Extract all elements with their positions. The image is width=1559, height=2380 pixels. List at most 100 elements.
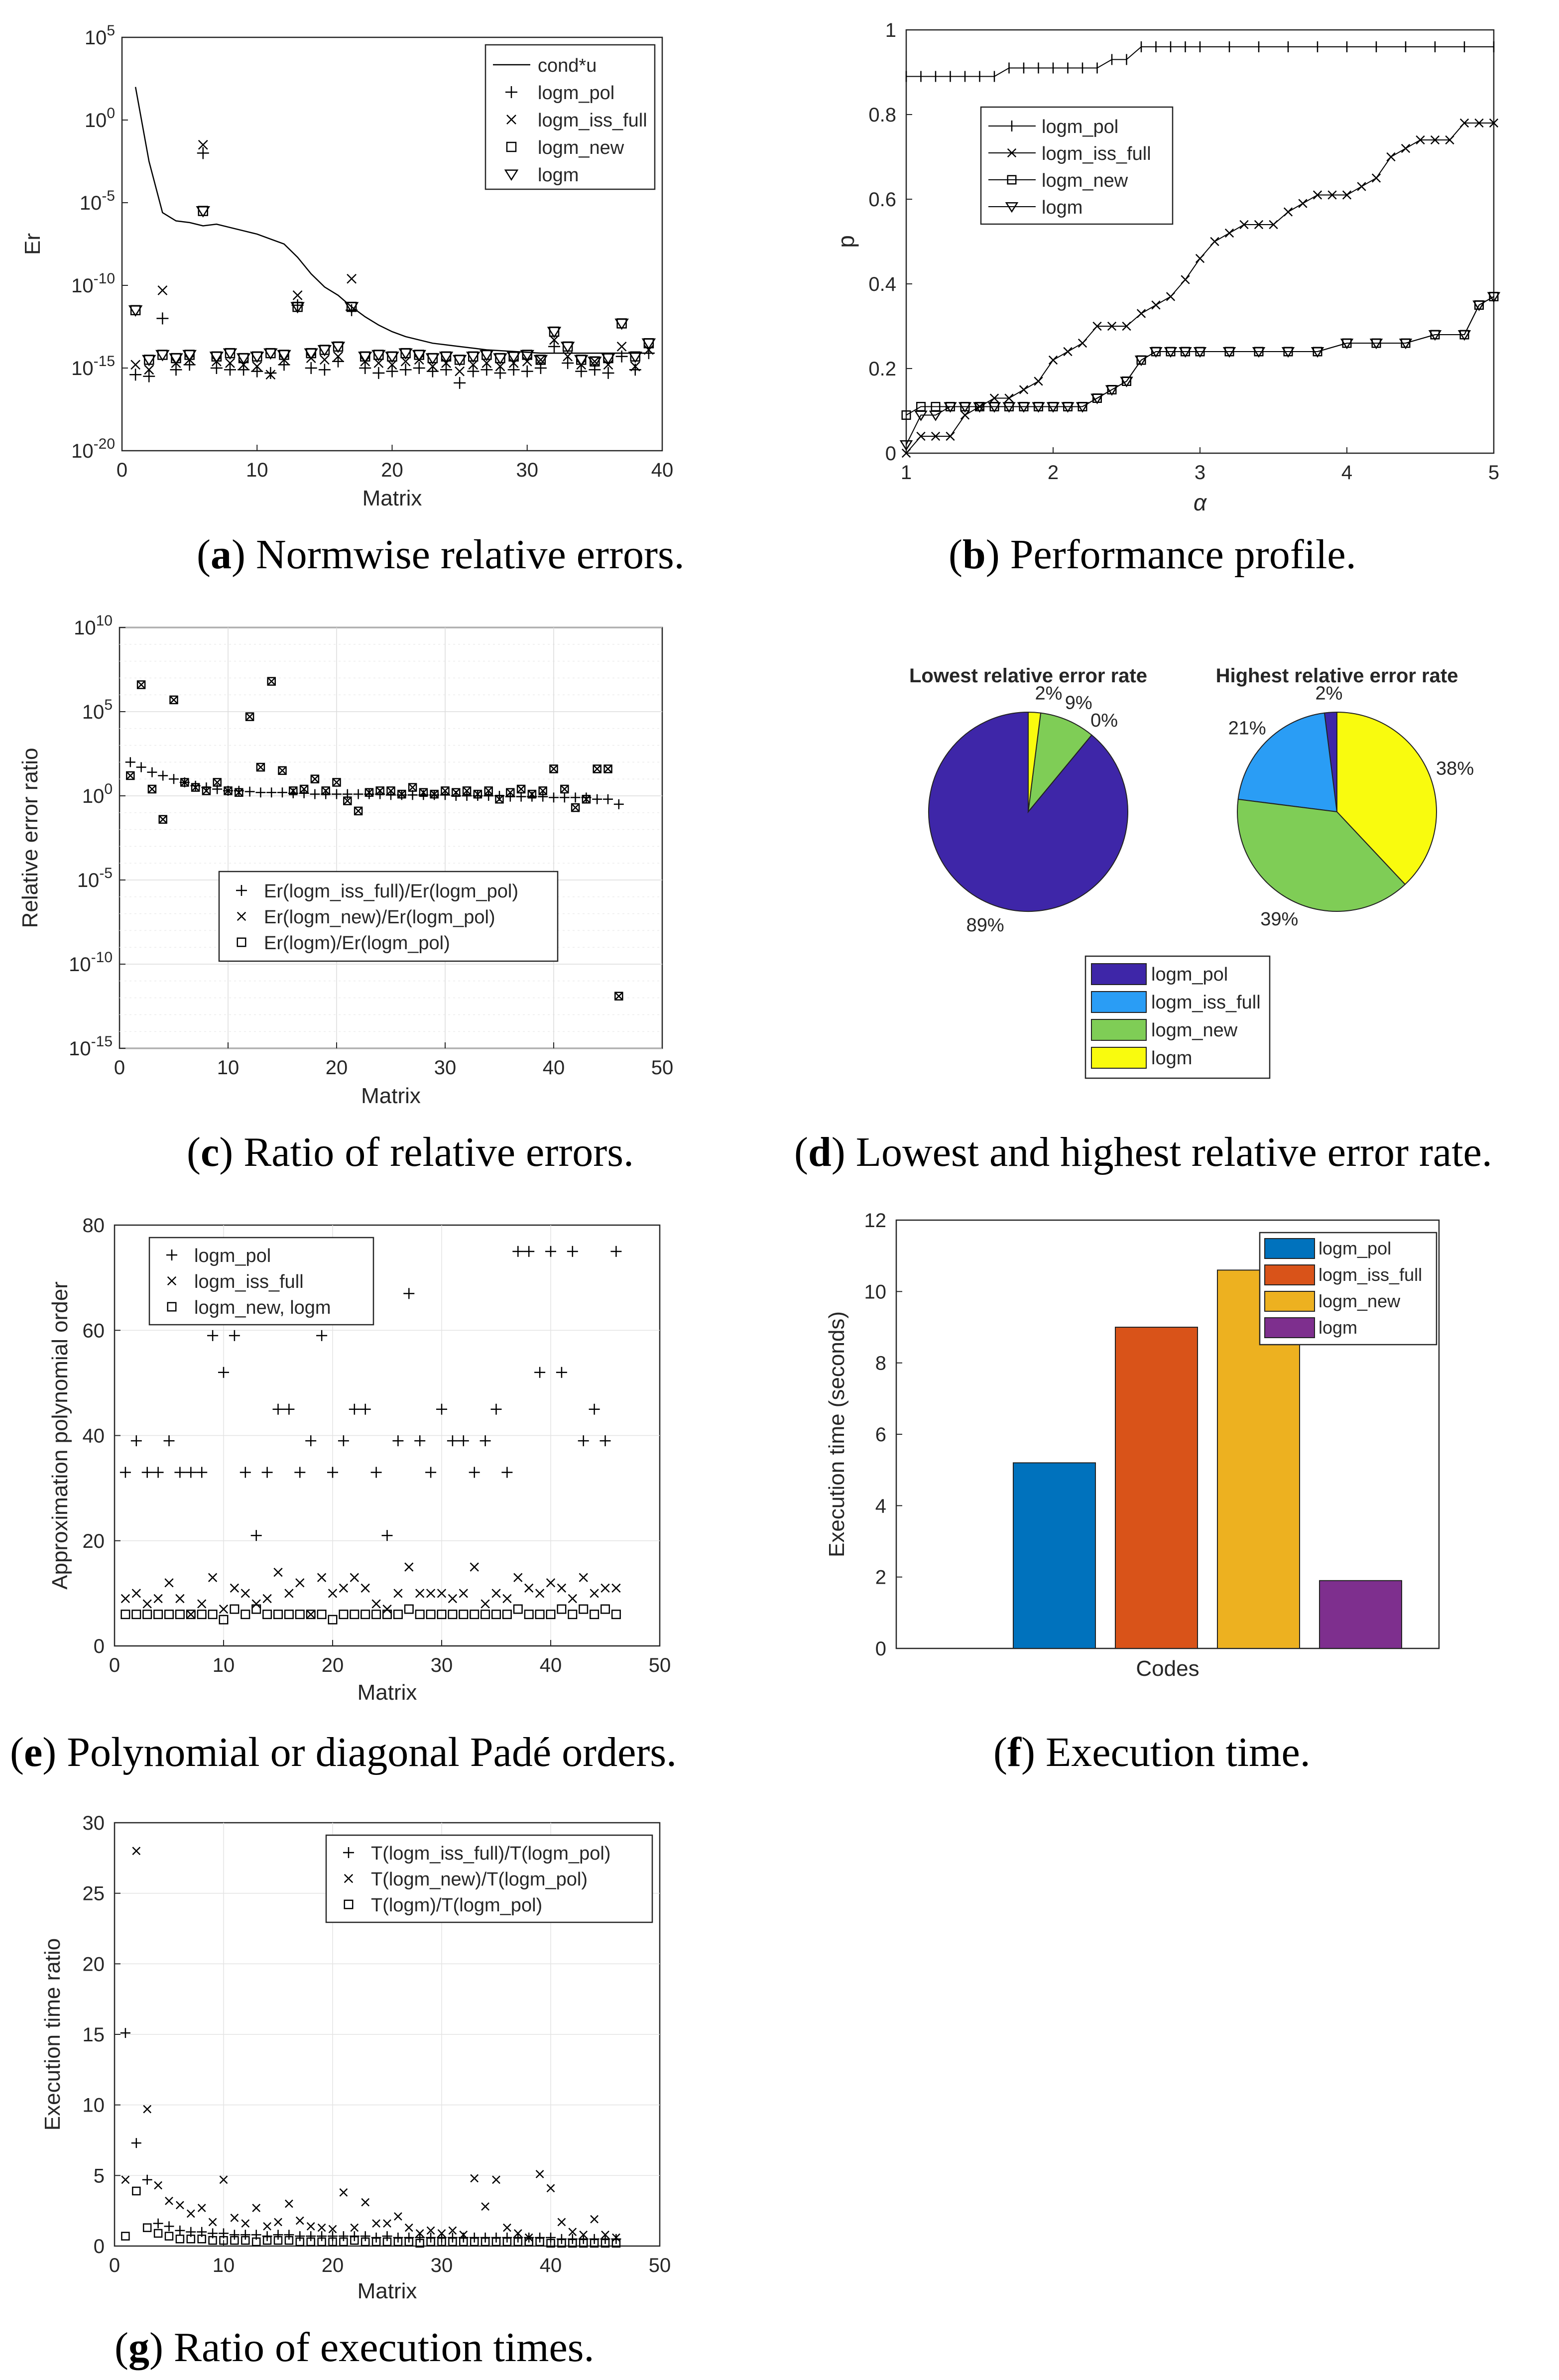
c-point: [397, 789, 406, 799]
b-series-logm: [899, 292, 1501, 451]
a-point: [236, 353, 251, 365]
g-point: [165, 2196, 173, 2205]
b-point: [989, 393, 999, 403]
g-point: [480, 2237, 490, 2247]
b-point: [1445, 135, 1454, 145]
a-point: [344, 302, 359, 314]
b-series-logm_iss_full: [901, 118, 1499, 458]
e-point: [317, 1573, 327, 1582]
e-point: [196, 1467, 208, 1478]
c-point: [332, 789, 342, 799]
a-point: [590, 356, 600, 367]
g-point: [361, 2198, 370, 2207]
c-legend-marker: [237, 937, 246, 947]
g-point: [306, 2231, 316, 2242]
d-pie-title-1: Highest relative error rate: [1216, 665, 1458, 687]
e-point: [556, 1367, 567, 1378]
c-point: [191, 783, 200, 792]
e-point: [142, 1610, 152, 1620]
f-legend-label: logm_new: [1319, 1291, 1401, 1311]
b-point: [1357, 182, 1366, 191]
g-ylabel: Execution time ratio: [40, 1938, 65, 2130]
c-point: [559, 792, 570, 803]
c-point: [289, 786, 298, 795]
e-point: [164, 1610, 174, 1620]
b-point: [1004, 393, 1014, 403]
chart-e-svg: 0 10 20 30 40 50 0 20 40 60 80 Matrix Approximation …: [48, 1215, 671, 1705]
e-point: [610, 1246, 622, 1257]
c-point: [495, 795, 504, 804]
e-point: [513, 1573, 523, 1582]
e-point: [218, 1367, 229, 1378]
e-point: [130, 1435, 142, 1447]
c-point: [462, 791, 472, 801]
g-point: [317, 2223, 326, 2232]
e-point: [185, 1467, 197, 1478]
a-legend-label: logm_new: [538, 137, 624, 158]
e-point: [360, 1583, 370, 1593]
g-point: [186, 2209, 195, 2218]
b-legend-label: logm_pol: [1042, 117, 1118, 137]
c-ytick-label: 105: [82, 697, 113, 723]
g-point: [306, 2237, 315, 2247]
g-point: [360, 2231, 370, 2242]
c-point: [592, 794, 602, 804]
e-xtick-label: 50: [649, 1654, 671, 1676]
e-ytick-label: 80: [83, 1215, 105, 1237]
a-point: [264, 367, 277, 379]
a-point: [333, 351, 343, 362]
g-point: [437, 2237, 446, 2247]
b-xtick-label: 3: [1195, 462, 1205, 484]
c-point: [549, 764, 558, 773]
c-series-2: [126, 677, 623, 1001]
b-point: [1181, 275, 1190, 284]
b-point: [1487, 292, 1501, 303]
e-point: [294, 1467, 306, 1478]
c-point: [136, 762, 146, 772]
e-point: [164, 1578, 174, 1588]
e-point: [458, 1435, 469, 1447]
a-point: [385, 352, 399, 363]
g-xlabel: Matrix: [358, 2279, 417, 2303]
d-value-label: 2%: [1316, 683, 1343, 704]
a-ylabel: Er: [20, 233, 45, 255]
e-point: [284, 1589, 294, 1598]
g-point: [524, 2237, 533, 2247]
c-point: [278, 766, 287, 775]
d-slice-logm_pol: [928, 711, 1128, 912]
b-point: [1034, 376, 1043, 386]
f-bar-logm_iss_full: [1115, 1327, 1198, 1649]
e-point: [153, 1594, 163, 1604]
b-point: [1046, 402, 1060, 413]
e-point: [459, 1589, 468, 1598]
g-point: [415, 2233, 425, 2243]
c-legend: [218, 871, 559, 962]
d-slice-logm: [1336, 711, 1438, 885]
g-point: [491, 2237, 501, 2247]
g-point: [317, 2231, 327, 2242]
e-xtick-label: 20: [322, 1654, 344, 1676]
c-point: [191, 783, 200, 792]
d-pie-0: [928, 711, 1128, 912]
d-value-label: 39%: [1260, 909, 1298, 930]
e-point: [590, 1610, 600, 1620]
g-point: [611, 2239, 621, 2248]
c-point: [571, 803, 580, 812]
g-point: [153, 2229, 163, 2238]
g-point: [350, 2223, 359, 2232]
c-legend-label: Er(logm_iss_full)/Er(logm_pol): [264, 881, 518, 902]
b-point: [1474, 118, 1484, 128]
b-ytick-label: 0.6: [868, 189, 896, 211]
d-slice-logm_new: [1027, 712, 1092, 814]
g-point: [557, 2218, 566, 2227]
e-point: [295, 1578, 305, 1588]
e-point: [186, 1610, 196, 1619]
c-point: [386, 786, 395, 795]
c-point: [452, 788, 461, 797]
a-point: [493, 353, 507, 365]
b-point: [1105, 385, 1119, 396]
a-point: [263, 348, 278, 360]
e-ylabel: Approximation polynomial order: [48, 1281, 72, 1590]
c-point: [245, 712, 254, 721]
e-point: [490, 1403, 502, 1415]
